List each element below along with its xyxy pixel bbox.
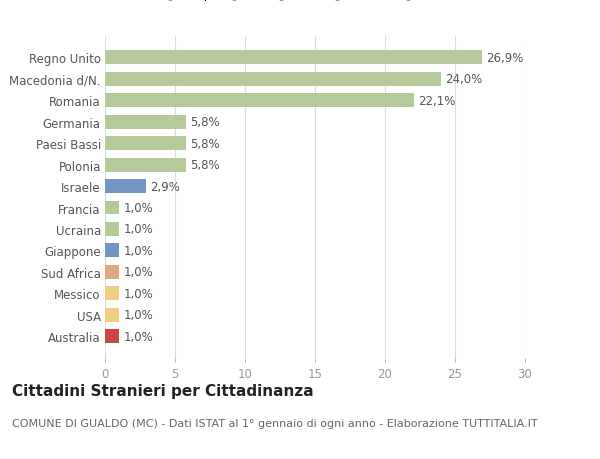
Text: Cittadini Stranieri per Cittadinanza: Cittadini Stranieri per Cittadinanza [12,383,314,398]
Text: 1,0%: 1,0% [123,287,153,300]
Text: 26,9%: 26,9% [486,52,523,65]
Text: 5,8%: 5,8% [190,159,220,172]
Bar [105,265,119,279]
Text: 22,1%: 22,1% [419,95,456,107]
Text: 24,0%: 24,0% [445,73,482,86]
Bar [105,51,482,65]
Bar [105,330,119,343]
Text: 1,0%: 1,0% [123,223,153,236]
Text: 1,0%: 1,0% [123,266,153,279]
Bar [105,158,186,172]
Text: 5,8%: 5,8% [190,116,220,129]
Legend: Europa, Asia, Africa, America, Oceania: Europa, Asia, Africa, America, Oceania [161,0,469,5]
Text: 1,0%: 1,0% [123,308,153,322]
Text: 1,0%: 1,0% [123,244,153,257]
Bar [105,137,186,151]
Text: 1,0%: 1,0% [123,330,153,343]
Bar [105,244,119,258]
Text: 2,9%: 2,9% [150,180,179,193]
Bar [105,223,119,236]
Bar [105,308,119,322]
Bar [105,201,119,215]
Bar [105,94,415,108]
Bar [105,287,119,301]
Text: 1,0%: 1,0% [123,202,153,214]
Text: 5,8%: 5,8% [190,137,220,151]
Bar [105,180,146,194]
Text: COMUNE DI GUALDO (MC) - Dati ISTAT al 1° gennaio di ogni anno - Elaborazione TUT: COMUNE DI GUALDO (MC) - Dati ISTAT al 1°… [12,418,538,428]
Bar [105,116,186,129]
Bar [105,73,441,87]
